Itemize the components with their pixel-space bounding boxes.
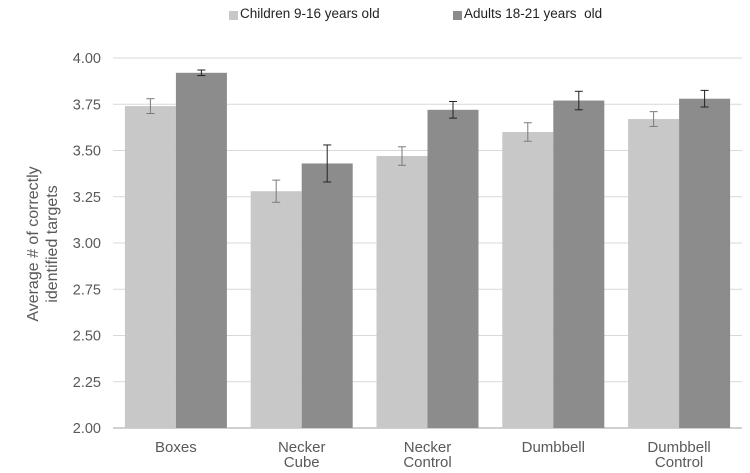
- y-tick-label: 3.00: [73, 236, 101, 252]
- y-tick-label: 2.00: [73, 421, 101, 437]
- bar-children: [502, 132, 554, 428]
- legend: Children 9-16 years old Adults 18-21 yea…: [0, 6, 750, 26]
- bar-adults: [175, 72, 227, 429]
- bar-children: [628, 119, 680, 429]
- bar-children: [250, 191, 302, 428]
- x-tick-label: Necker: [278, 439, 326, 456]
- x-tick-label: Cube: [284, 454, 320, 471]
- x-tick-label: Control: [403, 454, 451, 471]
- bar-adults: [679, 98, 731, 428]
- legend-swatch-children: [229, 11, 238, 20]
- x-tick-label: Control: [655, 454, 703, 471]
- bar-children: [124, 106, 176, 428]
- legend-label-children: Children 9-16 years old: [240, 6, 380, 21]
- bar-adults: [301, 163, 353, 428]
- bar-adults: [427, 109, 479, 429]
- y-tick-label: 2.25: [73, 375, 101, 391]
- legend-label-adults: Adults 18-21 years old: [464, 6, 603, 21]
- y-tick-label: 4.00: [73, 51, 101, 67]
- y-tick-label: 3.50: [73, 144, 101, 160]
- y-tick-label: 3.25: [73, 190, 101, 206]
- x-tick-label: Dumbbell: [647, 439, 710, 456]
- x-tick-label: Boxes: [155, 439, 197, 456]
- x-tick-label: Necker: [404, 439, 452, 456]
- y-tick-label: 3.75: [73, 97, 101, 113]
- bar-children: [376, 156, 428, 429]
- x-tick-label: Dumbbell: [522, 439, 585, 456]
- y-tick-label: 2.50: [73, 329, 101, 345]
- bar-adults: [553, 100, 605, 429]
- legend-swatch-adults: [453, 11, 462, 20]
- y-tick-label: 2.75: [73, 282, 101, 298]
